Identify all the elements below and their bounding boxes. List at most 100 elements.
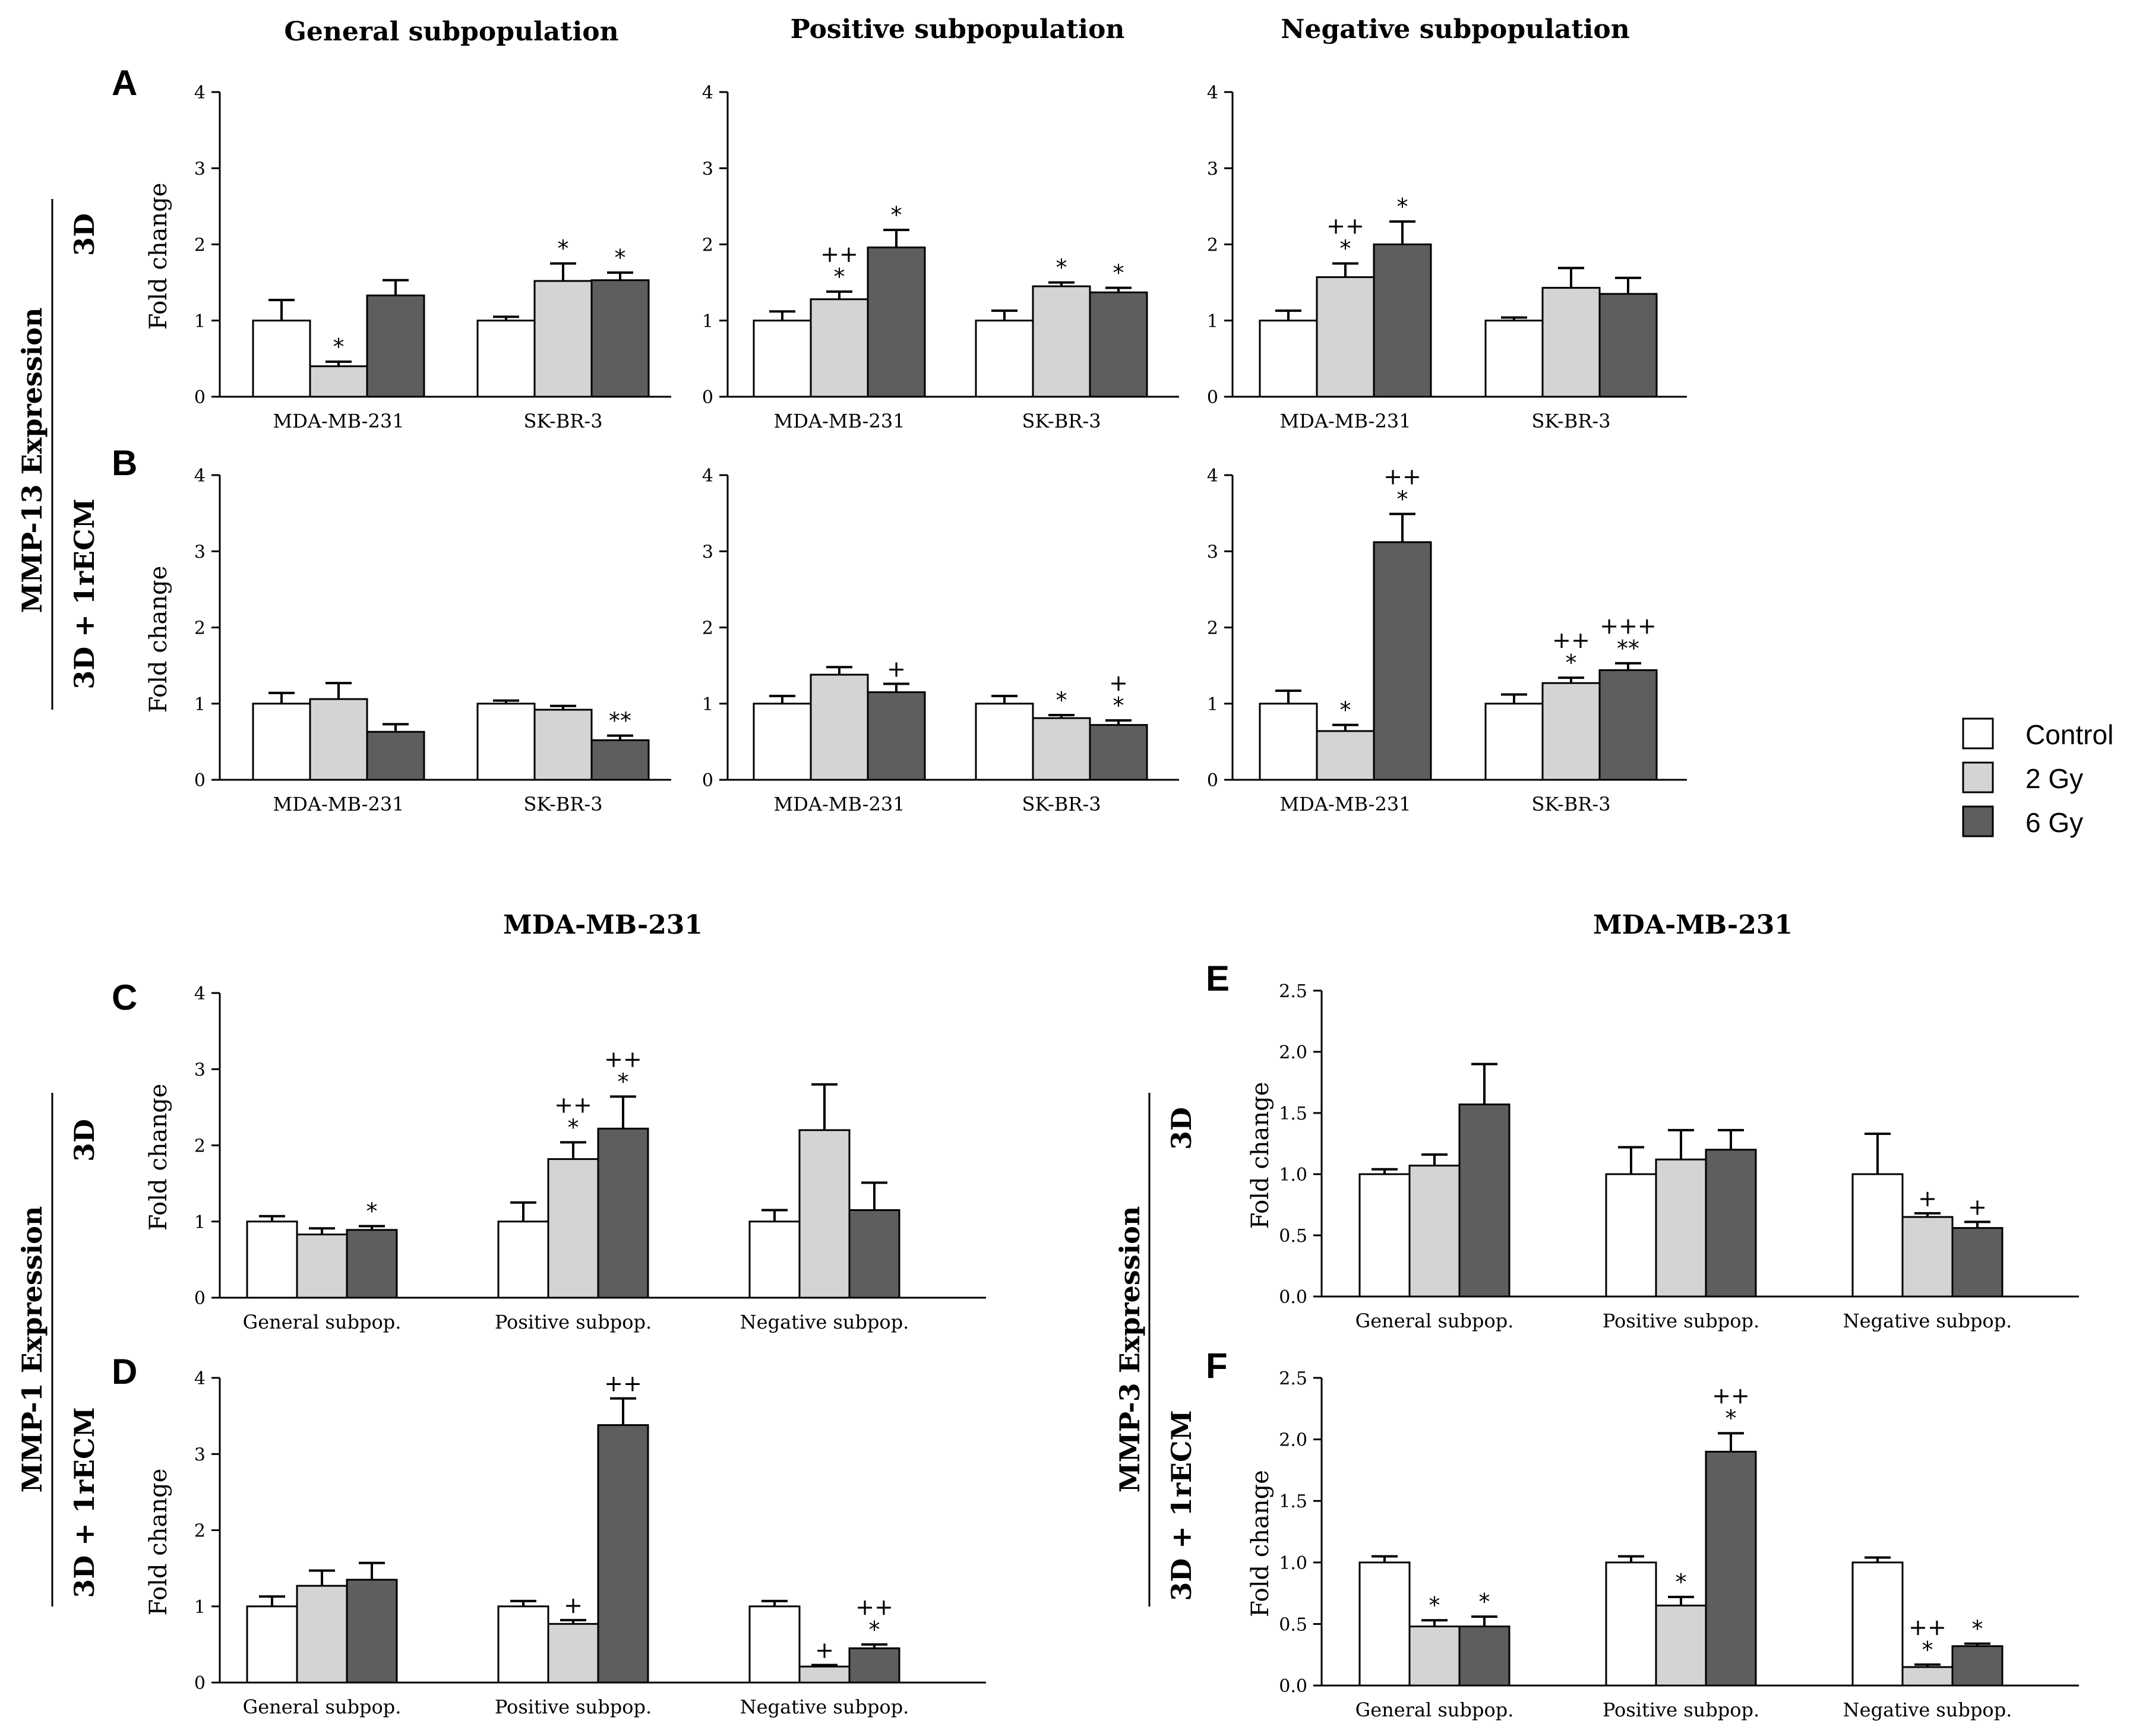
bar-2gy xyxy=(1316,730,1375,781)
panel-letter-e: E xyxy=(1206,959,1230,998)
y-tick-label: 3 xyxy=(702,542,713,562)
y-tick-label: 2 xyxy=(702,618,713,639)
y-tick-label: 4 xyxy=(194,466,206,486)
bar-6gy xyxy=(346,1579,398,1684)
legend: Control 2 Gy 6 Gy xyxy=(1962,717,2113,838)
bar-6gy xyxy=(597,1127,649,1299)
bar-control xyxy=(975,703,1034,781)
significance-marker: * xyxy=(568,1114,579,1140)
y-tick-label: 0.0 xyxy=(1279,1676,1307,1697)
bar-6gy xyxy=(1705,1450,1757,1687)
significance-marker: ++ xyxy=(1383,463,1421,489)
header-positive: Positive subpopulation xyxy=(791,14,1125,45)
x-tick-label: Negative subpop. xyxy=(1843,1699,2012,1721)
bar-control xyxy=(1851,1561,1904,1687)
y-axis-label: Fold change xyxy=(145,566,172,713)
y-tick-label: 3 xyxy=(194,159,206,179)
significance-marker: * xyxy=(1922,1637,1933,1663)
legend-label-6gy: 6 Gy xyxy=(2025,807,2083,838)
panel-letter-b: B xyxy=(112,443,137,483)
bar-control xyxy=(476,320,536,398)
bar-6gy xyxy=(1458,1626,1510,1687)
bar-control xyxy=(753,320,812,398)
bar-2gy xyxy=(309,365,368,398)
bar-control xyxy=(753,703,812,781)
y-tick-label: 2 xyxy=(702,235,713,256)
bar-6gy xyxy=(1089,724,1148,781)
x-tick-label: Positive subpop. xyxy=(495,1696,652,1718)
bar-2gy xyxy=(810,673,869,781)
bar-6gy xyxy=(1373,541,1432,781)
bar-6gy xyxy=(366,731,425,781)
header-general: General subpopulation xyxy=(284,17,618,47)
legend-swatch-control xyxy=(1962,717,1994,750)
bar-control xyxy=(497,1220,549,1299)
bar-control xyxy=(246,1220,298,1299)
header-mda-left: MDA-MB-231 xyxy=(503,910,703,940)
significance-marker: + xyxy=(887,656,906,682)
y-axis-label: Fold change xyxy=(145,1469,172,1616)
panel-letter-a: A xyxy=(112,63,137,103)
panel-letter-c: C xyxy=(112,978,137,1017)
panel-letter-f: F xyxy=(1206,1346,1228,1386)
y-tick-label: 2.0 xyxy=(1279,1042,1307,1063)
significance-marker: ++ xyxy=(604,1371,642,1397)
bar-6gy xyxy=(346,1229,398,1299)
significance-marker: + xyxy=(564,1592,583,1618)
x-tick-label: MDA-MB-231 xyxy=(1279,793,1411,815)
bar-2gy xyxy=(1316,276,1375,398)
bar-control xyxy=(252,320,311,398)
chart-a-general: 0 1 2 3 4 Fold change MDA-MB-231 * SK-BR-3 * * xyxy=(145,83,671,432)
bar-2gy xyxy=(533,709,593,781)
significance-marker: * xyxy=(1397,486,1408,512)
x-tick-label: Negative subpop. xyxy=(740,1696,909,1718)
side-label-3d-e: 3D xyxy=(1165,1107,1197,1150)
chart-f: 0.0 0.5 1.0 1.5 2.0 2.5 Fold change General sub… xyxy=(1247,1368,2079,1721)
bar-control xyxy=(1358,1561,1411,1687)
y-tick-label: 0 xyxy=(194,1288,206,1309)
x-tick-label: General subpop. xyxy=(243,1696,402,1718)
y-tick-label: 3 xyxy=(702,159,713,179)
significance-marker: + xyxy=(815,1637,834,1664)
x-tick-label: Positive subpop. xyxy=(1603,1699,1759,1721)
y-tick-label: 1 xyxy=(1207,311,1218,332)
significance-marker: * xyxy=(1340,236,1351,262)
y-tick-label: 1 xyxy=(1207,694,1218,715)
significance-marker: ** xyxy=(609,708,631,734)
significance-marker: * xyxy=(1056,255,1067,281)
significance-marker: * xyxy=(615,245,626,271)
bar-control xyxy=(1605,1561,1657,1687)
side-label-3d-ecm-b: 3D + 1rECM xyxy=(68,498,100,689)
y-tick-label: 3 xyxy=(1207,542,1218,562)
x-tick-label: SK-BR-3 xyxy=(1531,793,1610,815)
significance-marker: + xyxy=(1918,1185,1937,1212)
bar-2gy xyxy=(810,298,869,398)
significance-marker: * xyxy=(1397,194,1408,220)
y-tick-label: 0 xyxy=(194,387,206,408)
y-tick-label: 4 xyxy=(1207,83,1218,103)
significance-marker: * xyxy=(1726,1405,1737,1431)
y-tick-label: 0 xyxy=(194,1673,206,1694)
y-tick-label: 3 xyxy=(194,542,206,562)
significance-marker: * xyxy=(1113,692,1124,719)
y-tick-label: 3 xyxy=(194,1060,206,1080)
y-tick-label: 1 xyxy=(194,1597,206,1618)
significance-marker: ++ xyxy=(1908,1614,1946,1640)
bar-2gy xyxy=(798,1665,851,1684)
significance-marker: * xyxy=(366,1198,378,1224)
x-tick-label: General subpop. xyxy=(1355,1699,1514,1721)
x-tick-label: Positive subpop. xyxy=(495,1311,652,1333)
bar-control xyxy=(1605,1173,1657,1298)
significance-marker: +++ xyxy=(1600,613,1657,639)
significance-marker: * xyxy=(1676,1569,1687,1595)
bar-6gy xyxy=(1951,1645,2004,1687)
x-tick-label: SK-BR-3 xyxy=(1022,793,1101,815)
significance-marker: * xyxy=(834,264,845,290)
y-tick-label: 2 xyxy=(1207,235,1218,256)
side-label-mmp1: MMP-1 Expression xyxy=(16,1206,48,1493)
x-tick-label: SK-BR-3 xyxy=(1531,410,1610,432)
bar-2gy xyxy=(1901,1666,1954,1687)
y-tick-label: 4 xyxy=(702,83,713,103)
